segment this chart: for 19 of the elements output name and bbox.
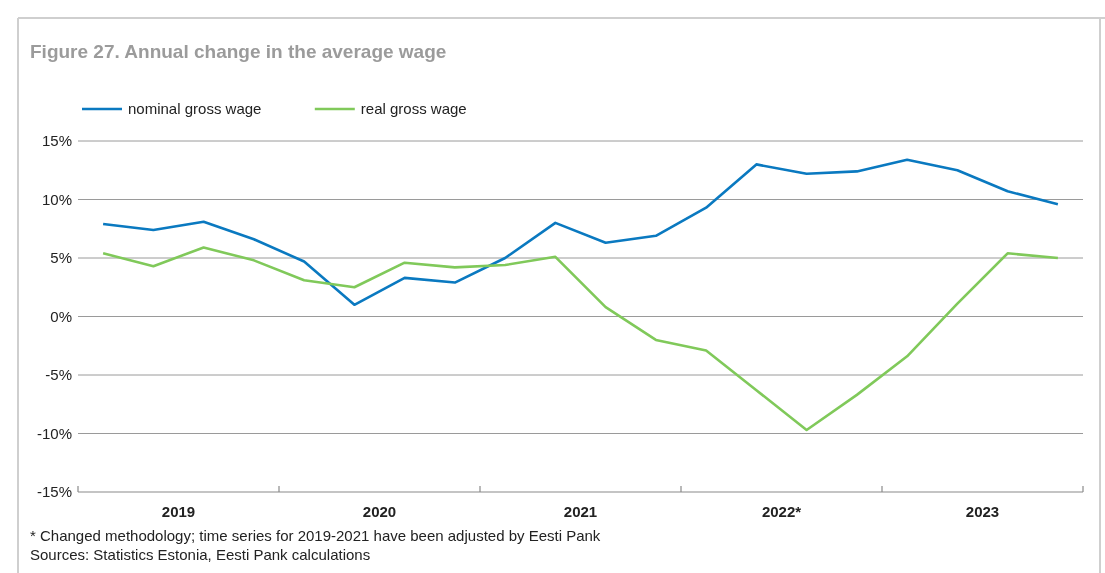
- y-tick-label: 10%: [41, 190, 72, 208]
- y-tick-label: -15%: [36, 483, 72, 500]
- line-series: [101, 246, 1060, 432]
- y-tick-label: -10%: [36, 424, 72, 442]
- y-tick-label: -5%: [45, 366, 72, 383]
- x-tick-label: 2020: [362, 503, 397, 520]
- x-tick-label: 2021: [563, 503, 598, 520]
- y-tick-label: 5%: [50, 249, 72, 266]
- legend-label: nominal gross wage: [128, 100, 262, 117]
- source-note: Sources: Statistics Estonia, Eesti Pank calculations: [30, 546, 371, 563]
- x-tick-label: 2019: [161, 503, 196, 520]
- legend-label: real gross wage: [360, 100, 467, 117]
- chart-title: Figure 27. Annual change in the average wage: [30, 41, 447, 62]
- text: * Changed methodology; time series for 2019-2021 have been adjusted by Eesti Pank: [30, 527, 601, 544]
- y-tick-label: 15%: [41, 132, 72, 149]
- x-tick-label: 2022*: [761, 503, 802, 520]
- line-series: [101, 158, 1060, 307]
- x-tick-label: 2023: [965, 503, 1000, 520]
- y-tick-label: 0%: [50, 307, 72, 325]
